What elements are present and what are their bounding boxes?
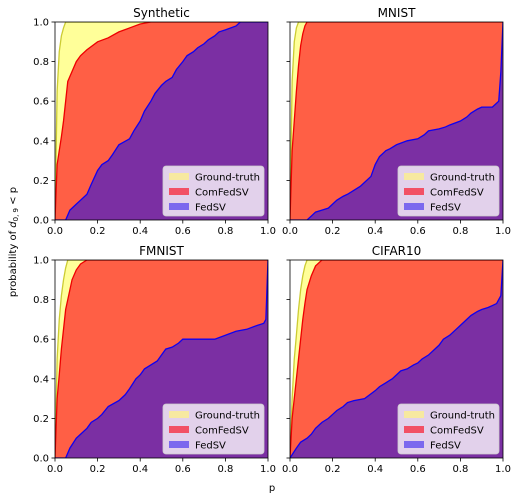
x-tick-label: 0.2 <box>325 464 341 475</box>
subplot-title: Synthetic <box>133 6 190 20</box>
y-tick-label: 0.2 <box>33 414 49 425</box>
x-tick-label: 0.2 <box>90 226 106 237</box>
x-tick-label: 0.8 <box>217 226 233 237</box>
legend-label-fedsv: FedSV <box>195 441 226 452</box>
legend-label-ground-truth: Ground-truth <box>195 173 260 184</box>
subplot-fmnist: FMNIST 0.0 0.2 0.4 0.6 0.8 1.0 0.0 0.2 0.4 0.6 0.8 1… <box>33 244 276 475</box>
legend-label-comfedsv: ComFedSV <box>430 426 484 437</box>
legend-label-ground-truth: Ground-truth <box>430 411 495 422</box>
legend-swatch-ground-truth <box>404 411 424 418</box>
y-tick-label: 0.4 <box>33 374 49 385</box>
y-tick-label: 0.0 <box>33 216 49 227</box>
subplot-title: FMNIST <box>139 244 184 258</box>
y-tick-label: 0.8 <box>33 57 49 68</box>
y-tick-label: 1.0 <box>33 18 49 29</box>
axes-frame <box>289 259 504 459</box>
x-tick-label: 0.0 <box>282 226 298 237</box>
x-tick-label: 0.8 <box>217 464 233 475</box>
line-ground-truth <box>55 260 268 458</box>
legend-swatch-comfedsv <box>169 426 189 433</box>
line-ground-truth <box>55 22 268 220</box>
subplot-cifar10: CIFAR10 0.0 0.2 0.4 0.6 0.8 1.0 Ground-truth Com… <box>282 244 511 475</box>
y-tick-label: 0.6 <box>33 97 49 108</box>
x-tick-label: 0.4 <box>132 464 148 475</box>
x-tick-label: 0.0 <box>282 464 298 475</box>
x-tick-label: 0.0 <box>47 226 63 237</box>
y-axis-label: probability of d0, 9 < p <box>8 187 20 297</box>
x-tick-label: 0.6 <box>175 226 191 237</box>
x-tick-label: 0.4 <box>367 464 383 475</box>
y-tick-label: 0.8 <box>33 295 49 306</box>
x-tick-label: 0.4 <box>367 226 383 237</box>
legend-label-ground-truth: Ground-truth <box>195 411 260 422</box>
y-tick-label: 0.2 <box>33 176 49 187</box>
x-axis-label: p <box>269 483 275 494</box>
subplot-title: CIFAR10 <box>372 244 422 258</box>
x-tick-label: 0.0 <box>47 464 63 475</box>
x-tick-label: 1.0 <box>495 226 511 237</box>
legend-swatch-comfedsv <box>169 188 189 195</box>
legend: Ground-truth ComFedSV FedSV <box>397 165 500 217</box>
y-tick-label: 0.0 <box>33 454 49 465</box>
line-comfedsv <box>290 260 503 458</box>
line-fedsv <box>290 22 503 220</box>
legend-label-fedsv: FedSV <box>430 441 461 452</box>
legend-swatch-ground-truth <box>169 173 189 180</box>
legend-label-fedsv: FedSV <box>430 203 461 214</box>
axes-frame <box>54 21 269 221</box>
legend-label-comfedsv: ComFedSV <box>430 188 484 199</box>
legend-swatch-fedsv <box>169 441 189 448</box>
x-tick-label: 1.0 <box>260 226 276 237</box>
legend: Ground-truth ComFedSV FedSV <box>162 403 265 455</box>
line-comfedsv <box>290 22 503 220</box>
subplot-synthetic: Synthetic 0.0 0.2 0.4 0.6 0.8 1.0 0.0 0.2 0.4 0.6 0… <box>33 6 276 237</box>
subplot-title: MNIST <box>378 6 416 20</box>
x-tick-label: 0.2 <box>90 464 106 475</box>
y-tick-label: 0.4 <box>33 136 49 147</box>
legend-swatch-comfedsv <box>404 426 424 433</box>
subplot-grid: Synthetic 0.0 0.2 0.4 0.6 0.8 1.0 0.0 0.2 0.4 0.6 0… <box>33 6 511 475</box>
legend-label-ground-truth: Ground-truth <box>430 173 495 184</box>
line-ground-truth <box>290 260 503 458</box>
x-tick-label: 0.2 <box>325 226 341 237</box>
x-tick-label: 0.4 <box>132 226 148 237</box>
line-fedsv <box>55 260 268 458</box>
x-tick-label: 0.6 <box>410 464 426 475</box>
axes-frame <box>289 21 504 221</box>
line-fedsv <box>55 22 268 220</box>
legend-swatch-ground-truth <box>169 411 189 418</box>
legend-swatch-fedsv <box>169 203 189 210</box>
legend-swatch-comfedsv <box>404 188 424 195</box>
x-tick-label: 0.6 <box>410 226 426 237</box>
line-comfedsv <box>55 260 268 458</box>
legend-swatch-fedsv <box>404 441 424 448</box>
legend: Ground-truth ComFedSV FedSV <box>162 165 265 217</box>
x-tick-label: 0.6 <box>175 464 191 475</box>
legend-swatch-ground-truth <box>404 173 424 180</box>
legend-swatch-fedsv <box>404 203 424 210</box>
legend-label-fedsv: FedSV <box>195 203 226 214</box>
x-tick-label: 0.8 <box>452 464 468 475</box>
axes-frame <box>54 259 269 459</box>
x-tick-label: 1.0 <box>495 464 511 475</box>
legend-label-comfedsv: ComFedSV <box>195 426 249 437</box>
y-tick-label: 1.0 <box>33 256 49 267</box>
y-tick-label: 0.6 <box>33 335 49 346</box>
legend: Ground-truth ComFedSV FedSV <box>397 403 500 455</box>
x-tick-label: 0.8 <box>452 226 468 237</box>
legend-label-comfedsv: ComFedSV <box>195 188 249 199</box>
x-tick-label: 1.0 <box>260 464 276 475</box>
line-fedsv <box>290 260 503 458</box>
subplot-mnist: MNIST 0.0 0.2 0.4 0.6 0.8 1.0 Ground-truth ComFe… <box>282 6 511 237</box>
line-ground-truth <box>290 22 503 220</box>
